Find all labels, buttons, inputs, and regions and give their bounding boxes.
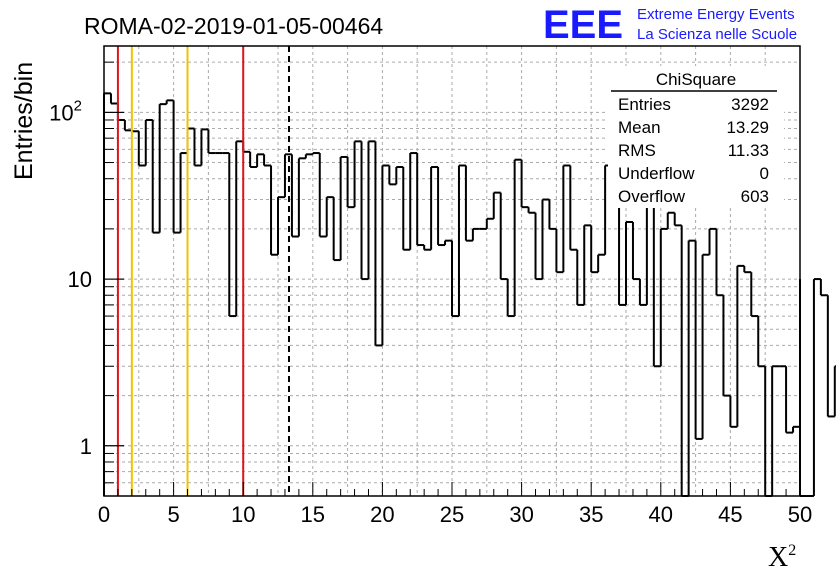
x-tick-label: 35	[579, 502, 603, 527]
x-tick-label: 25	[440, 502, 464, 527]
x-tick-label: 50	[788, 502, 812, 527]
x-tick-label: 0	[98, 502, 110, 527]
stats-value: 3292	[731, 95, 769, 114]
stats-label: Mean	[618, 118, 661, 137]
tick-labels: 0 5 10 15 20 25 30 35 40 45 50 1 10 102	[49, 97, 812, 527]
y-tick-label: 10	[68, 267, 92, 292]
x-tick-label: 20	[370, 502, 394, 527]
stats-label: Entries	[618, 95, 671, 114]
run-title: ROMA-02-2019-01-05-00464	[84, 13, 383, 39]
x-tick-label: 40	[649, 502, 673, 527]
org-subtitle: La Scienza nelle Scuole	[637, 26, 797, 43]
x-tick-label: 10	[231, 502, 255, 527]
y-axis-title: Entries/bin	[10, 62, 38, 180]
x-tick-label: 15	[301, 502, 325, 527]
eee-logo: EEE	[543, 3, 623, 47]
stats-box: ChiSquare Entries 3292 Mean 13.29 RMS 11.33 Un…	[608, 66, 784, 208]
x-tick-label: 5	[167, 502, 179, 527]
x-tick-label: 30	[509, 502, 533, 527]
y-tick-label: 1	[80, 434, 92, 459]
stats-title: ChiSquare	[656, 70, 736, 89]
stats-value: 11.33	[728, 141, 769, 160]
stats-label: Overflow	[618, 187, 686, 206]
x-tick-label: 45	[718, 502, 742, 527]
y-tick-label: 102	[49, 97, 82, 125]
stats-label: Underflow	[618, 164, 695, 183]
stats-label: RMS	[618, 141, 656, 160]
stats-value: 13.29	[726, 118, 769, 137]
stats-value: 603	[741, 187, 769, 206]
reference-lines	[116, 46, 290, 496]
axes	[103, 45, 801, 497]
stats-value: 0	[760, 164, 769, 183]
org-name: Extreme Energy Events	[637, 6, 795, 23]
x-axis-title: X2	[768, 542, 796, 572]
